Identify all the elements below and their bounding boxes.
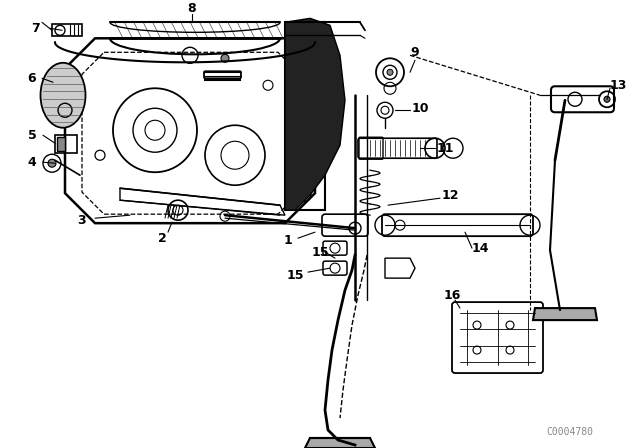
Polygon shape xyxy=(305,438,375,448)
Text: 13: 13 xyxy=(609,79,627,92)
Ellipse shape xyxy=(40,63,86,128)
Text: 14: 14 xyxy=(471,241,489,254)
Text: 12: 12 xyxy=(441,189,459,202)
Circle shape xyxy=(48,159,56,167)
Bar xyxy=(57,137,65,151)
Text: 4: 4 xyxy=(28,156,36,169)
Circle shape xyxy=(387,69,393,75)
Text: 16: 16 xyxy=(444,289,461,302)
Text: 7: 7 xyxy=(31,22,40,35)
Text: 8: 8 xyxy=(188,2,196,15)
Bar xyxy=(52,24,82,36)
Text: 6: 6 xyxy=(28,72,36,85)
Text: 1: 1 xyxy=(284,234,292,247)
Circle shape xyxy=(604,96,610,102)
Text: 5: 5 xyxy=(28,129,36,142)
Text: C0004780: C0004780 xyxy=(547,427,593,437)
Text: 10: 10 xyxy=(412,102,429,115)
Text: 3: 3 xyxy=(77,214,86,227)
Text: 15: 15 xyxy=(311,246,329,258)
Circle shape xyxy=(221,54,229,62)
Text: 2: 2 xyxy=(157,232,166,245)
Bar xyxy=(55,135,77,153)
Polygon shape xyxy=(533,308,597,320)
Text: 11: 11 xyxy=(436,142,454,155)
Polygon shape xyxy=(285,18,345,210)
Text: 9: 9 xyxy=(411,46,419,59)
Text: 15: 15 xyxy=(286,269,304,282)
